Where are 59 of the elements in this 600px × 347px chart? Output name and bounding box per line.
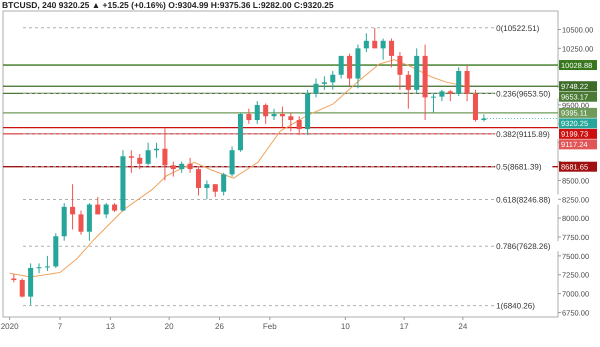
candlestick <box>188 157 193 174</box>
candlestick <box>313 78 319 98</box>
candlestick <box>146 142 151 166</box>
x-tick-label: 2020 <box>0 322 20 331</box>
candlestick <box>70 184 76 230</box>
x-tick-label: 17 <box>400 322 410 331</box>
candlestick <box>36 262 42 274</box>
candlestick <box>389 38 394 68</box>
candlestick <box>330 70 336 90</box>
candlestick <box>272 108 277 121</box>
candlestick <box>296 116 302 136</box>
candlestick <box>104 202 109 219</box>
candlestick <box>464 65 470 102</box>
candlestick <box>364 32 369 53</box>
candlestick <box>347 53 352 87</box>
candlestick <box>322 76 327 90</box>
x-tick-label: 24 <box>458 322 468 331</box>
candlestick <box>288 112 294 132</box>
candlestick <box>338 55 344 80</box>
candlestick <box>78 210 84 236</box>
candlestick <box>430 93 436 113</box>
x-tick-label: 7 <box>58 322 63 331</box>
candlestick <box>456 66 462 96</box>
ref-line-label: 0(10522.51) <box>496 24 540 33</box>
x-tick-label: 13 <box>106 322 116 331</box>
candlestick <box>246 108 252 124</box>
ref-line-label: 0.5(8681.39) <box>496 162 542 172</box>
ref-line-label: 1(6840.26) <box>496 302 536 311</box>
x-tick-label: Feb <box>262 322 278 331</box>
candlestick <box>128 150 134 174</box>
candlestick <box>372 27 378 49</box>
candlestick <box>406 70 411 110</box>
chart-title: BTCUSD, 240 9320.25 ▲ +15.25 (+0.16%) O:9304.99 H:9375.36 L:9282.00 C:9320.25 <box>2 0 334 10</box>
x-tick-label: 26 <box>215 322 224 331</box>
ref-line-label: 0.236(9653.50) <box>496 89 551 98</box>
candlestick <box>380 38 386 60</box>
candlestick <box>221 172 226 196</box>
candlestick <box>44 255 50 272</box>
candlestick <box>212 184 218 198</box>
candlestick <box>137 154 142 170</box>
ref-line-label: 0.786(7628.26) <box>496 242 551 252</box>
x-tick-label: 20 <box>164 322 174 331</box>
candlestick <box>280 106 285 128</box>
candlestick <box>397 52 402 90</box>
candlestick <box>179 161 184 174</box>
x-tick-label: 10 <box>340 322 350 331</box>
candlestick <box>204 180 210 200</box>
candlestick <box>439 89 444 102</box>
ref-line-label: 0.618(8246.88) <box>496 196 551 205</box>
candlestick <box>112 202 118 213</box>
candlestick <box>20 278 25 298</box>
candlestick <box>95 196 100 215</box>
candlestick <box>162 127 168 181</box>
candlestick <box>263 102 268 124</box>
candlestick <box>154 142 160 158</box>
candlestick <box>254 100 260 124</box>
ref-line-label: 0.382(9115.89) <box>496 130 550 139</box>
candlestick <box>170 161 176 178</box>
candlestick <box>196 166 202 196</box>
